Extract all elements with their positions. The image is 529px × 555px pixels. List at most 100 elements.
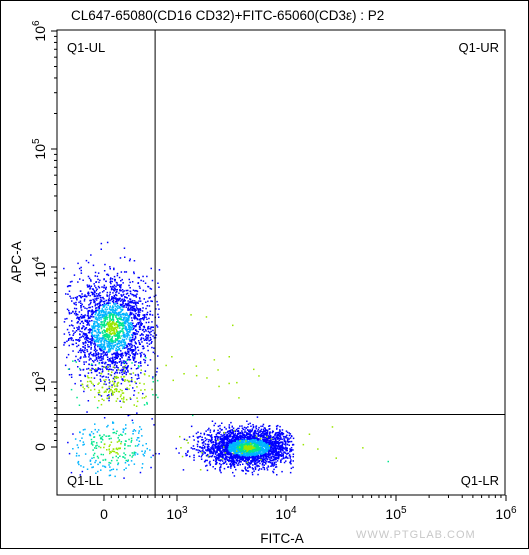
event-dot [213, 430, 215, 433]
event-dot [275, 442, 277, 444]
event-dot [85, 342, 87, 344]
event-dot [222, 443, 225, 445]
event-dot [260, 442, 262, 445]
event-dot [106, 273, 108, 276]
event-dot [131, 419, 134, 422]
event-dot [83, 295, 86, 297]
event-dot [142, 453, 144, 456]
event-dot [114, 335, 117, 337]
event-dot [288, 434, 291, 437]
event-dot [92, 444, 94, 446]
event-dot [229, 462, 232, 465]
event-dot [221, 428, 223, 431]
event-dot [131, 344, 133, 347]
event-dot [146, 334, 148, 336]
event-dot [96, 321, 98, 323]
event-dot [117, 319, 119, 322]
event-dot [259, 440, 261, 442]
event-dot [74, 311, 77, 313]
event-dot [78, 311, 81, 313]
event-dot [141, 303, 144, 305]
event-dot [103, 300, 106, 303]
event-dot [97, 457, 100, 459]
event-dot [105, 288, 107, 290]
event-dot [220, 463, 222, 466]
event-dot [259, 434, 262, 437]
event-dot [110, 298, 113, 301]
event-dot [117, 354, 119, 356]
event-dot [129, 311, 132, 314]
event-dot [150, 267, 152, 270]
event-dot [63, 333, 66, 335]
event-dot [223, 434, 225, 436]
event-dot [141, 463, 144, 465]
event-dot [236, 457, 239, 459]
event-dot [289, 449, 292, 451]
event-dot [106, 426, 108, 428]
event-dot [99, 368, 102, 371]
event-dot [235, 436, 237, 439]
event-dot [113, 328, 115, 330]
event-dot [128, 301, 131, 303]
event-dot [236, 455, 239, 457]
event-dot [240, 434, 242, 437]
event-dot [113, 329, 115, 332]
event-dot [197, 451, 200, 454]
event-dot [256, 465, 258, 468]
event-dot [281, 429, 284, 431]
event-dot [120, 330, 123, 332]
event-dot [257, 449, 259, 452]
event-dot [124, 342, 127, 344]
event-dot [282, 456, 285, 458]
event-dot [130, 437, 133, 440]
event-dot [147, 336, 149, 339]
event-dot [263, 435, 265, 438]
event-dot [131, 329, 133, 331]
event-dot [82, 279, 84, 281]
event-dot [213, 450, 216, 453]
event-dot [84, 338, 86, 340]
event-dot [238, 453, 240, 456]
event-dot [213, 424, 215, 427]
event-dot [121, 344, 123, 346]
event-dot [107, 334, 109, 337]
event-dot [224, 447, 227, 449]
event-dot [221, 439, 224, 441]
event-dot [240, 435, 242, 437]
event-dot [121, 313, 123, 316]
event-dot [105, 335, 107, 338]
event-dot [258, 465, 260, 468]
event-dot [116, 356, 118, 358]
event-dot [235, 434, 238, 437]
event-dot [113, 284, 116, 286]
event-dot [109, 364, 111, 366]
event-dot [120, 355, 122, 357]
event-dot [125, 289, 127, 292]
event-dot [273, 468, 275, 471]
event-dot [110, 288, 113, 291]
event-dot [116, 323, 118, 326]
event-dot [145, 336, 147, 338]
event-dot [143, 319, 145, 321]
event-dot [214, 468, 216, 470]
event-dot [110, 357, 112, 359]
event-dot [109, 313, 111, 315]
event-dot [119, 317, 121, 319]
event-dot [118, 335, 120, 338]
event-dot [257, 458, 259, 461]
event-dot [142, 392, 144, 395]
event-dot [178, 452, 180, 454]
event-dot [279, 461, 282, 463]
event-dot [109, 344, 111, 346]
event-dot [248, 436, 251, 438]
event-dot [119, 327, 121, 329]
event-dot [123, 343, 125, 346]
event-dot [103, 446, 105, 449]
event-dot [119, 341, 122, 343]
event-dot [98, 293, 100, 296]
event-dot [249, 435, 252, 438]
event-dot [90, 335, 93, 337]
event-dot [88, 306, 90, 309]
event-dot [208, 449, 210, 452]
event-dot [235, 454, 238, 456]
